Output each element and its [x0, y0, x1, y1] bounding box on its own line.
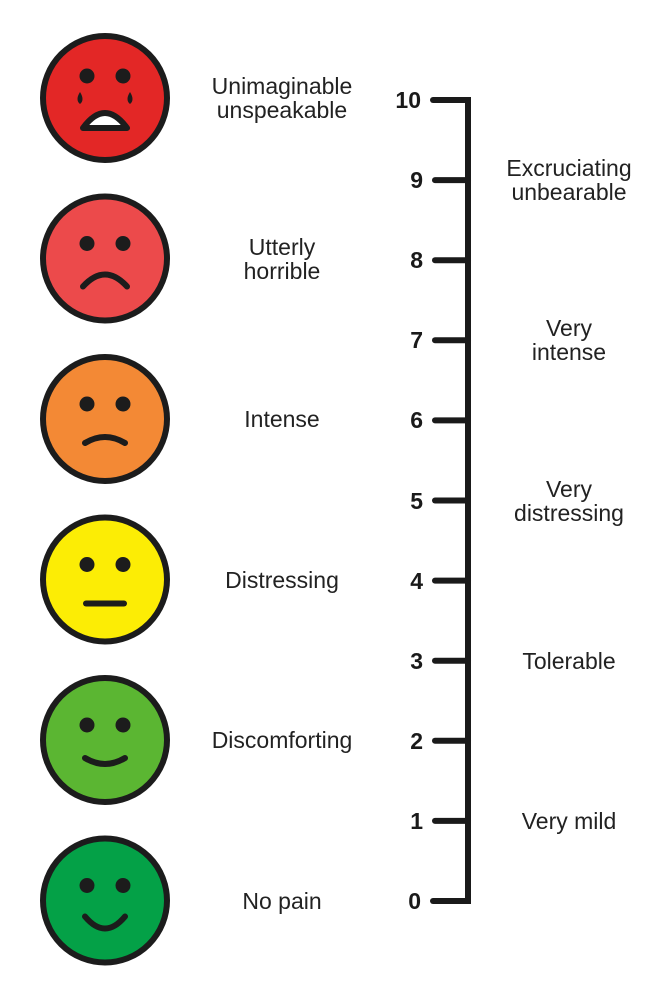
faces-column: [40, 33, 170, 966]
tick-label: 2: [410, 727, 423, 754]
face-label: Intense: [192, 407, 372, 431]
level-label: Tolerable: [479, 649, 659, 673]
label-line: Distressing: [225, 566, 339, 593]
label-line: unbearable: [511, 179, 627, 206]
label-line: intense: [531, 339, 607, 366]
label-line: Tolerable: [522, 647, 616, 674]
face-circle: [40, 354, 170, 484]
face-features: [79, 396, 131, 446]
face-circle: [40, 675, 170, 805]
label-line: Utterly: [248, 233, 316, 260]
tick-label: 0: [408, 888, 421, 914]
label-line: horrible: [243, 257, 321, 284]
label-line: Discomforting: [211, 727, 353, 753]
crying-face-icon: [40, 33, 170, 163]
level-label: Very distressing: [479, 477, 659, 525]
face-circle: [40, 514, 170, 645]
label-line: distressing: [514, 499, 624, 526]
face-circle: [40, 835, 170, 966]
label-line: Very mild: [521, 807, 617, 834]
face-label: Unimaginable unspeakable: [192, 74, 372, 122]
label-line: Excruciating: [506, 155, 632, 182]
tick-label: 8: [410, 247, 423, 274]
face-label: No pain: [192, 889, 372, 913]
level-label: Very mild: [479, 809, 659, 833]
level-label: Very intense: [479, 316, 659, 364]
face-label: Discomforting: [192, 728, 372, 752]
face-features: [79, 717, 131, 767]
tick-label: 7: [410, 327, 423, 354]
face-circle: [40, 193, 170, 324]
face-label: Utterly horrible: [192, 235, 372, 283]
tick-label: 6: [410, 407, 423, 434]
label-line: No pain: [242, 887, 322, 914]
neutral-face-icon: [40, 514, 170, 645]
face-features: [77, 68, 133, 131]
label-line: Intense: [244, 406, 320, 432]
tick-label: 1: [410, 807, 423, 834]
tick-label: 10: [395, 87, 421, 113]
label-line: Very: [545, 315, 593, 342]
label-line: Very: [545, 475, 593, 502]
face-features: [79, 557, 131, 607]
pain-scale-axis: [430, 97, 471, 904]
label-line: Unimaginable: [211, 73, 353, 99]
tick-label: 4: [410, 567, 423, 594]
label-line: unspeakable: [216, 97, 348, 123]
smiling-face-icon: [40, 835, 170, 966]
face-features: [79, 236, 131, 290]
tick-label: 9: [410, 167, 423, 194]
slightly-frowning-face-icon: [40, 354, 170, 484]
frowning-face-icon: [40, 193, 170, 324]
tick-label: 3: [410, 647, 423, 674]
face-circle: [40, 33, 170, 163]
face-label: Distressing: [192, 568, 372, 592]
level-label: Excruciating unbearable: [479, 156, 659, 204]
tick-label: 5: [410, 487, 423, 514]
slightly-smiling-face-icon: [40, 675, 170, 805]
face-features: [79, 878, 131, 932]
